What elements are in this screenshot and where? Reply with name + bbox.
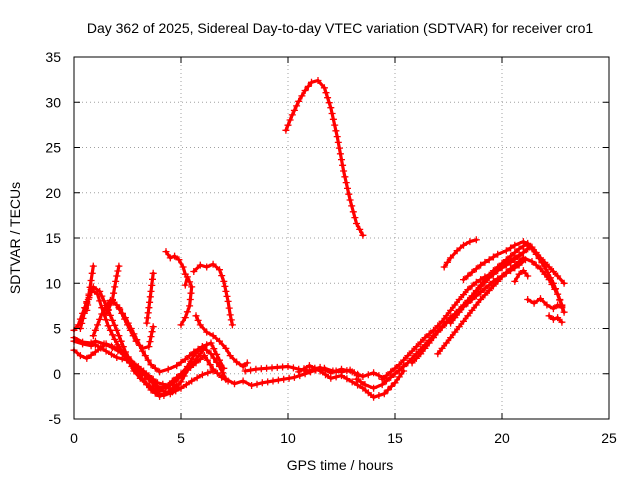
x-tick-label: 5 [177, 430, 185, 446]
series-arc-19 [282, 77, 367, 239]
series-arc-09 [83, 262, 97, 314]
plus-markers [109, 262, 123, 303]
series-arc-28 [545, 312, 566, 326]
plus-markers [83, 262, 97, 314]
x-tick-label: 10 [280, 430, 296, 446]
plus-markers [89, 296, 228, 376]
plus-markers [282, 77, 367, 239]
y-tick-label: 15 [45, 230, 61, 246]
y-axis-label: SDTVAR / TECUs [7, 182, 23, 294]
series-arc-18 [295, 362, 408, 401]
plus-markers [192, 312, 251, 370]
y-tick-label: 5 [53, 321, 61, 337]
series-arc-13 [177, 273, 196, 329]
plus-markers [177, 273, 196, 329]
series-trace [194, 314, 249, 369]
series-arc-29 [511, 267, 532, 285]
series-arc-14 [190, 260, 236, 329]
series-arc-27 [524, 295, 566, 313]
series-trace [164, 250, 187, 276]
y-tick-label: 30 [45, 94, 61, 110]
x-axis-label: GPS time / hours [287, 457, 394, 473]
plus-markers [241, 363, 388, 382]
chart-title: Day 362 of 2025, Sidereal Day-to-day VTE… [87, 20, 593, 36]
y-tick-labels: -5 0 5 10 15 20 25 30 35 [45, 49, 61, 427]
y-tick-label: -5 [49, 411, 62, 427]
series-arc-26 [460, 238, 568, 287]
plus-markers [190, 260, 236, 329]
y-tick-label: 10 [45, 275, 61, 291]
y-tick-label: 35 [45, 49, 61, 65]
x-tick-labels: 0 5 10 15 20 25 [70, 430, 617, 446]
data-series [70, 77, 568, 401]
series-arc-06 [89, 296, 228, 376]
plus-markers [143, 269, 157, 327]
plus-markers [460, 238, 568, 287]
plus-markers [117, 337, 230, 395]
series-arc-07 [117, 337, 230, 395]
plus-markers [295, 362, 408, 401]
plus-markers [511, 267, 532, 285]
plus-markers [545, 312, 566, 326]
x-tick-label: 20 [494, 430, 510, 446]
y-tick-label: 0 [53, 366, 61, 382]
plus-markers [162, 248, 189, 278]
series-arc-12 [162, 248, 189, 278]
series-arc-11 [143, 269, 157, 327]
series-arc-10 [109, 262, 123, 303]
series-arc-24 [447, 239, 566, 327]
grid-lines [74, 57, 609, 419]
x-tick-label: 0 [70, 430, 78, 446]
y-tick-label: 25 [45, 140, 61, 156]
plus-markers [524, 295, 566, 313]
series-trace [547, 314, 564, 324]
series-arc-25 [440, 236, 480, 271]
series-arc-23 [434, 254, 568, 358]
axis-ticks [73, 56, 610, 420]
x-tick-label: 25 [601, 430, 617, 446]
y-tick-label: 20 [45, 185, 61, 201]
series-trace [513, 269, 530, 283]
series-arc-15 [192, 312, 251, 370]
plus-markers [440, 236, 480, 271]
x-tick-label: 15 [387, 430, 403, 446]
